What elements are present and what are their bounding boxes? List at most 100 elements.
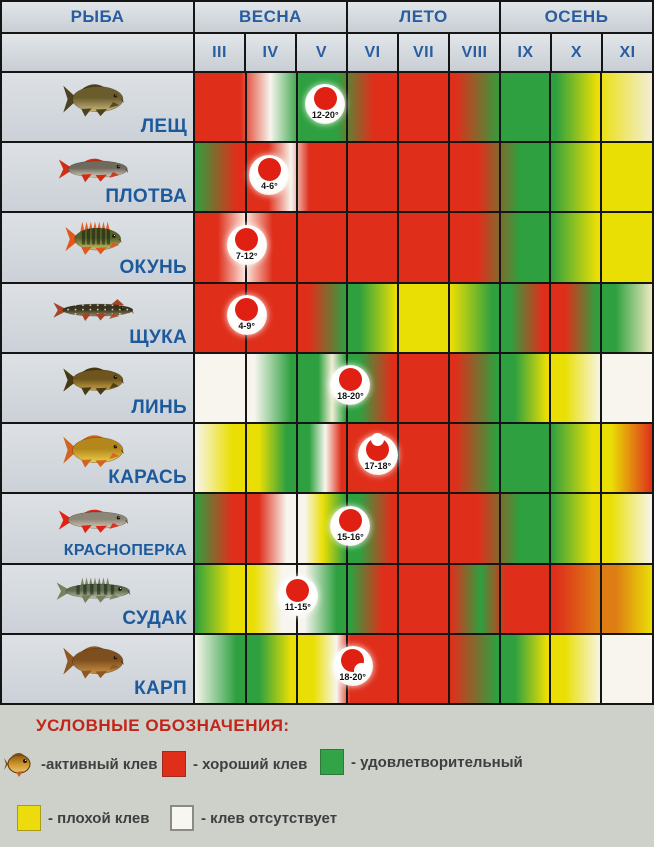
- calendar-row-strip-karp: 18-20°: [195, 634, 652, 703]
- fish-name-label: КАРАСЬ: [108, 467, 187, 489]
- spawn-temperature-label: 4-9°: [238, 321, 255, 332]
- grid-line: [600, 283, 603, 352]
- legend-color-swatch: [320, 749, 344, 775]
- grid-line: [244, 424, 247, 493]
- grid-line: [549, 424, 552, 493]
- perch-fish-icon: [65, 222, 122, 256]
- legend-item-label: - клев отсутствует: [201, 809, 338, 827]
- grid-line: [244, 143, 247, 212]
- grid-line: [498, 564, 501, 633]
- grid-line: [549, 564, 552, 633]
- fish-name-cell-karas: КАРАСЬ: [2, 424, 193, 493]
- grid-line: [447, 424, 450, 493]
- fish-name-label: ЩУКА: [129, 326, 187, 348]
- month-header-iv: IV: [246, 34, 295, 71]
- red-dot-icon: [338, 368, 362, 392]
- fish-name-cell-okun: ОКУНЬ: [2, 213, 193, 282]
- legend-color-swatch: [17, 805, 41, 831]
- rudd-fish-icon: [58, 510, 129, 534]
- legend-section: УСЛОВНЫЕ ОБОЗНАЧЕНИЯ: -активный клев - хо…: [0, 705, 654, 847]
- red-dot-icon: [341, 649, 369, 679]
- legend-item-label: - удовлетворительный: [351, 753, 523, 771]
- spawn-temperature-label: 17-18°: [364, 461, 392, 472]
- fish-name-label: ЛИНЬ: [131, 397, 187, 419]
- fish-name-label: СУДАК: [122, 607, 187, 629]
- grid-line: [244, 494, 247, 563]
- grid-line: [397, 634, 400, 703]
- grid-line: [346, 143, 349, 212]
- spawn-temperature-label: 18-20°: [337, 391, 364, 402]
- grid-line: [498, 143, 501, 212]
- fish-name-label: КРАСНОПЕРКА: [63, 541, 187, 559]
- fishing-calendar-table: РЫБА ВЕСНА ЛЕТО ОСЕНЬ III IV V VI VII VI…: [0, 0, 654, 705]
- grid-line: [447, 494, 450, 563]
- grid-line: [549, 143, 552, 212]
- red-dot-icon: [235, 227, 259, 251]
- spawn-temperature-marker: 4-9°: [226, 295, 267, 336]
- spawn-temperature-label: 7-12°: [235, 250, 258, 261]
- legend-item-label: - хороший клев: [193, 755, 308, 773]
- roach-fish-icon: [58, 158, 129, 183]
- grid-line: [600, 564, 603, 633]
- red-dot-icon: [338, 508, 362, 532]
- grid-line: [600, 494, 603, 563]
- grid-line: [346, 213, 349, 282]
- spawn-temperature-marker: 7-12°: [226, 224, 267, 265]
- carp-fish-icon: [63, 646, 124, 679]
- grid-line: [447, 564, 450, 633]
- legend-item-0: -активный клев: [4, 749, 157, 779]
- month-header-viii: VIII: [450, 34, 499, 71]
- grid-line: [447, 213, 450, 282]
- legend-color-swatch: [162, 751, 186, 777]
- grid-line: [447, 143, 450, 212]
- grid-line: [498, 213, 501, 282]
- spawn-temperature-label: 12-20°: [311, 110, 339, 121]
- grid-line: [498, 494, 501, 563]
- red-dot-icon: [286, 578, 310, 602]
- grid-line: [244, 73, 247, 142]
- grid-line: [498, 424, 501, 493]
- grid-line: [600, 424, 603, 493]
- fish-name-cell-karp: КАРП: [2, 634, 193, 703]
- grid-line: [346, 424, 349, 493]
- pike-fish-icon: [53, 298, 134, 321]
- grid-line: [397, 213, 400, 282]
- legend-color-swatch: [170, 805, 194, 831]
- calendar-row-strip-sudak: 11-15°: [195, 564, 652, 633]
- grid-line: [295, 213, 298, 282]
- grid-line: [397, 494, 400, 563]
- spawn-temperature-label: 11-15°: [284, 601, 311, 612]
- grid-line: [549, 353, 552, 423]
- grid-line: [244, 353, 247, 423]
- spawn-temperature-label: 18-20°: [339, 672, 366, 683]
- calendar-row-strip-krasnoperka: 15-16°: [195, 494, 652, 563]
- spawn-temperature-marker: 15-16°: [330, 505, 371, 546]
- calendar-row-strip-karas: 17-18°: [195, 424, 652, 493]
- legend-item-label: -активный клев: [41, 755, 158, 773]
- grid-line: [397, 424, 400, 493]
- tench-fish-icon: [63, 367, 124, 396]
- grid-line: [600, 143, 603, 212]
- spawn-temperature-label: 4-6°: [261, 180, 278, 191]
- grid-line: [397, 564, 400, 633]
- grid-line: [447, 73, 450, 142]
- grid-line: [549, 73, 552, 142]
- red-dot-icon: [313, 87, 337, 111]
- legend-item-3: - плохой клев: [17, 805, 149, 831]
- fish-name-label: ЛЕЩ: [140, 116, 187, 138]
- spawn-temperature-marker: 12-20°: [305, 84, 346, 125]
- header-season-summer: ЛЕТО: [348, 2, 499, 32]
- month-header-ix: IX: [501, 34, 550, 71]
- grid-line: [397, 143, 400, 212]
- fish-name-label: КАРП: [134, 677, 187, 699]
- calendar-row-strip-okun: 7-12°: [195, 213, 652, 282]
- grid-line: [397, 283, 400, 352]
- grid-line: [498, 283, 501, 352]
- grid-line: [244, 564, 247, 633]
- grid-line: [600, 73, 603, 142]
- grid-line: [295, 143, 298, 212]
- grid-line: [346, 73, 349, 142]
- grid-line: [397, 353, 400, 423]
- spawn-temperature-marker: 11-15°: [277, 575, 318, 616]
